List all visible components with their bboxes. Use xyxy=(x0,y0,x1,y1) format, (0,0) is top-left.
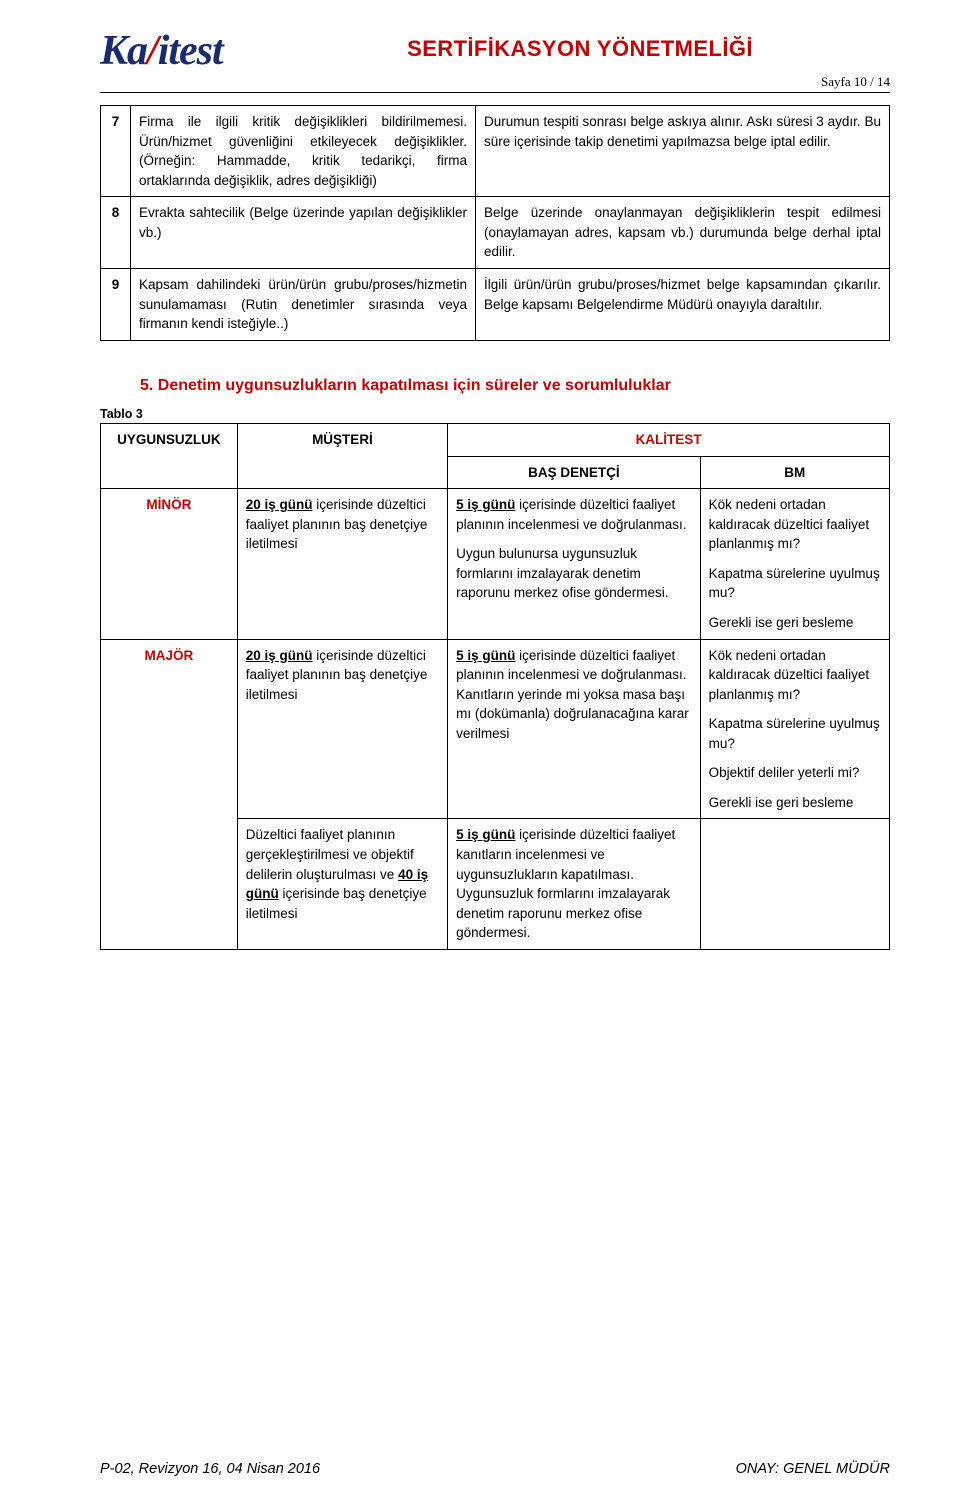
table-responsibilities: UYGUNSUZLUK MÜŞTERİ KALİTEST BAŞ DENETÇİ… xyxy=(100,423,890,950)
page-number: Sayfa 10 / 14 xyxy=(100,74,890,90)
table-row: MİNÖR 20 iş günü içerisinde düzeltici fa… xyxy=(101,489,890,639)
hdr-bas-denetci: BAŞ DENETÇİ xyxy=(448,456,700,489)
cell-category: MAJÖR xyxy=(101,639,238,949)
page: Ka/itest SERTİFİKASYON YÖNETMELİĞİ Sayfa… xyxy=(0,0,960,1505)
table-row: MAJÖR 20 iş günü içerisinde düzeltici fa… xyxy=(101,639,890,819)
header-row: Ka/itest SERTİFİKASYON YÖNETMELİĞİ xyxy=(100,30,890,72)
cell-bas-denetci: 5 iş günü içerisinde düzeltici faaliyet … xyxy=(448,639,700,819)
table-row: 8 Evrakta sahtecilik (Belge üzerinde yap… xyxy=(101,197,890,269)
table-row: 9 Kapsam dahilindeki ürün/ürün grubu/pro… xyxy=(101,268,890,340)
title-block: SERTİFİKASYON YÖNETMELİĞİ xyxy=(270,30,890,62)
bd-p1: 5 iş günü içerisinde düzeltici faaliyet … xyxy=(456,495,691,534)
bd-bold: 5 iş günü xyxy=(456,497,515,512)
row-left: Evrakta sahtecilik (Belge üzerinde yapıl… xyxy=(131,197,476,269)
cell-musteri: 20 iş günü içerisinde düzeltici faaliyet… xyxy=(237,489,447,639)
cell-bas-denetci: 5 iş günü içerisinde düzeltici faaliyet … xyxy=(448,489,700,639)
footer: P-02, Revizyon 16, 04 Nisan 2016 ONAY: G… xyxy=(100,1461,890,1477)
bm-line: Gerekli ise geri besleme xyxy=(709,793,881,813)
table-header-row: UYGUNSUZLUK MÜŞTERİ KALİTEST xyxy=(101,424,890,457)
row-right: Belge üzerinde onaylanmayan değişiklikle… xyxy=(476,197,890,269)
doc-title: SERTİFİKASYON YÖNETMELİĞİ xyxy=(270,36,890,62)
bd-bold: 5 iş günü xyxy=(456,827,515,842)
footer-left: P-02, Revizyon 16, 04 Nisan 2016 xyxy=(100,1461,320,1477)
logo-slash: / xyxy=(147,28,158,74)
footer-right: ONAY: GENEL MÜDÜR xyxy=(736,1461,890,1477)
hdr-bm: BM xyxy=(700,456,889,489)
cell-bm: Kök nedeni ortadan kaldıracak düzeltici … xyxy=(700,489,889,639)
musteri-bold: 20 iş günü xyxy=(246,497,313,512)
bd-rest: içerisinde düzeltici faaliyet kanıtların… xyxy=(456,827,675,940)
cell-musteri: Düzeltici faaliyet planının gerçekleştir… xyxy=(237,819,447,949)
bm-line: Objektif deliler yeterli mi? xyxy=(709,763,881,783)
row-num: 7 xyxy=(101,106,131,197)
table-row: 7 Firma ile ilgili kritik değişiklikleri… xyxy=(101,106,890,197)
bm-line: Kök nedeni ortadan kaldıracak düzeltici … xyxy=(709,495,881,554)
bd-bold: 5 iş günü xyxy=(456,648,515,663)
bm-line: Kapatma sürelerine uyulmuş mu? xyxy=(709,714,881,753)
cell-category: MİNÖR xyxy=(101,489,238,639)
cell-bas-denetci: 5 iş günü içerisinde düzeltici faaliyet … xyxy=(448,819,700,949)
bm-line: Kök nedeni ortadan kaldıracak düzeltici … xyxy=(709,646,881,705)
bd-p1: 5 iş günü içerisinde düzeltici faaliyet … xyxy=(456,825,691,942)
logo-text: Ka/itest xyxy=(100,28,223,74)
musteri-bold: 20 iş günü xyxy=(246,648,313,663)
bd-p1: 5 iş günü içerisinde düzeltici faaliyet … xyxy=(456,646,691,744)
bm-line: Gerekli ise geri besleme xyxy=(709,613,881,633)
hdr-musteri: MÜŞTERİ xyxy=(237,424,447,489)
section-heading: 5. Denetim uygunsuzlukların kapatılması … xyxy=(140,375,890,397)
logo-part2: itest xyxy=(158,28,223,74)
row-right: İlgili ürün/ürün grubu/proses/hizmet bel… xyxy=(476,268,890,340)
row-num: 8 xyxy=(101,197,131,269)
table-caption: Tablo 3 xyxy=(100,407,890,421)
row-right: Durumun tespiti sonrası belge askıya alı… xyxy=(476,106,890,197)
table-conditions: 7 Firma ile ilgili kritik değişiklikleri… xyxy=(100,105,890,341)
bm-line: Kapatma sürelerine uyulmuş mu? xyxy=(709,564,881,603)
heading-rest: uygunsuzlukların kapatılması için sürele… xyxy=(221,377,671,394)
hdr-kalitest: KALİTEST xyxy=(448,424,890,457)
header-rule xyxy=(100,92,890,93)
row-left: Kapsam dahilindeki ürün/ürün grubu/prose… xyxy=(131,268,476,340)
cell-bm xyxy=(700,819,889,949)
bd-p2: Uygun bulunursa uygunsuzluk formlarını i… xyxy=(456,544,691,603)
cell-bm: Kök nedeni ortadan kaldıracak düzeltici … xyxy=(700,639,889,819)
musteri-pre: Düzeltici faaliyet planının gerçekleştir… xyxy=(246,827,414,881)
logo-part1: Ka xyxy=(100,28,147,74)
row-num: 9 xyxy=(101,268,131,340)
hdr-uygunsuzluk: UYGUNSUZLUK xyxy=(101,424,238,489)
logo: Ka/itest xyxy=(100,30,270,72)
row-left: Firma ile ilgili kritik değişiklikleri b… xyxy=(131,106,476,197)
cell-musteri: 20 iş günü içerisinde düzeltici faaliyet… xyxy=(237,639,447,819)
heading-num: 5. Denetim xyxy=(140,377,221,394)
